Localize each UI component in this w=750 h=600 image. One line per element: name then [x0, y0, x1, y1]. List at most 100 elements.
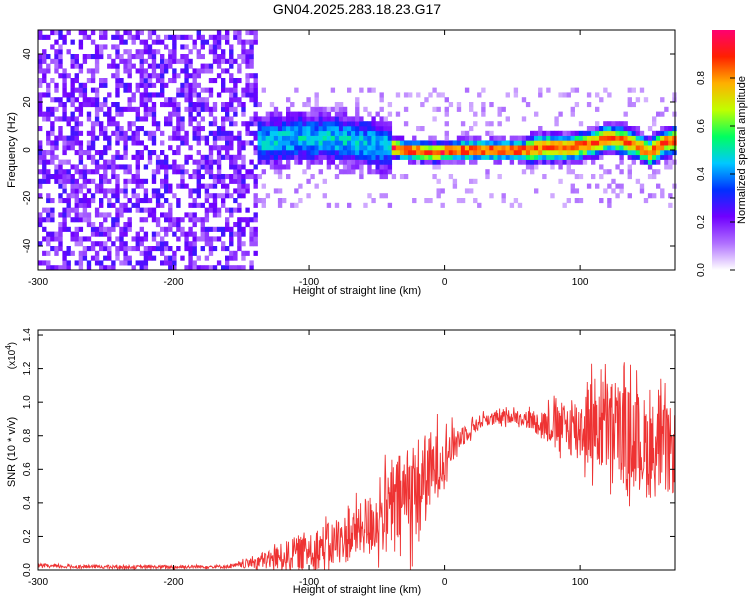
heatmap-cell: [647, 154, 653, 160]
heatmap-cell: [119, 226, 124, 232]
heatmap-cell: [233, 34, 238, 40]
heatmap-cell: [188, 87, 193, 93]
heatmap-cell: [221, 145, 226, 151]
heatmap-cell: [62, 260, 67, 266]
heatmap-cell: [50, 106, 55, 112]
heatmap-cell: [127, 87, 132, 93]
heatmap-cell: [363, 150, 368, 156]
heatmap-cell: [586, 126, 592, 132]
heatmap-cell: [200, 135, 205, 141]
heatmap-cell: [94, 159, 100, 165]
heatmap-cell: [656, 111, 661, 117]
heatmap-cell: [74, 106, 79, 112]
heatmap-cell: [530, 130, 535, 136]
heatmap-cell: [115, 92, 120, 98]
heatmap-cell: [310, 145, 315, 151]
heatmap-cell: [639, 87, 645, 93]
heatmap-cell: [668, 130, 673, 136]
heatmap-cell: [107, 178, 112, 184]
heatmap-cell: [330, 135, 336, 141]
heatmap-cell: [286, 106, 291, 112]
heatmap-cell: [139, 236, 144, 242]
heatmap-cell: [591, 145, 596, 151]
heatmap-cell: [550, 154, 555, 160]
heatmap-cell: [334, 111, 340, 117]
heatmap-cell: [111, 174, 116, 180]
heatmap-cell: [58, 49, 63, 55]
heatmap-cell: [261, 202, 266, 208]
heatmap-cell: [261, 150, 266, 156]
heatmap-cell: [54, 63, 59, 69]
heatmap-cell: [221, 193, 226, 199]
heatmap-cell: [123, 135, 128, 141]
heatmap-cell: [282, 116, 287, 122]
heatmap-cell: [135, 164, 140, 170]
heatmap-cell: [623, 140, 628, 146]
heatmap-cell: [241, 58, 246, 64]
heatmap-cell: [493, 154, 498, 160]
heatmap-cell: [440, 145, 445, 151]
heatmap-cell: [74, 212, 79, 218]
heatmap-cell: [310, 116, 315, 122]
heatmap-cell: [208, 236, 214, 242]
heatmap-cell: [322, 116, 327, 122]
heatmap-cell: [135, 154, 140, 160]
heatmap-cell: [139, 73, 144, 79]
heatmap-cell: [176, 92, 181, 98]
heatmap-cell: [82, 193, 88, 199]
heatmap-cell: [115, 102, 120, 108]
heatmap-cell: [619, 150, 624, 156]
heatmap-cell: [46, 34, 51, 40]
heatmap-cell: [86, 178, 92, 184]
heatmap-cell: [420, 102, 425, 108]
heatmap-cell: [631, 126, 636, 132]
heatmap-cell: [359, 150, 364, 156]
heatmap-cell: [261, 135, 266, 141]
heatmap-cell: [338, 130, 344, 136]
heatmap-cell: [188, 106, 193, 112]
heatmap-cell: [164, 97, 169, 103]
heatmap-cell: [160, 250, 165, 256]
heatmap-cell: [408, 150, 413, 156]
heatmap-cell: [582, 159, 588, 165]
heatmap-cell: [50, 97, 55, 103]
y-tick-label: 1.4: [22, 328, 33, 342]
heatmap-cell: [107, 116, 112, 122]
heatmap-cell: [562, 150, 567, 156]
heatmap-cell: [200, 102, 205, 108]
heatmap-cell: [184, 106, 189, 112]
heatmap-cell: [530, 135, 535, 141]
heatmap-cell: [70, 111, 75, 117]
heatmap-cell: [668, 164, 673, 170]
heatmap-cell: [70, 250, 75, 256]
heatmap-cell: [257, 130, 262, 136]
heatmap-cell: [330, 145, 336, 151]
heatmap-cell: [428, 140, 433, 146]
heatmap-cell: [103, 178, 108, 184]
heatmap-cell: [172, 265, 177, 271]
heatmap-cell: [196, 183, 201, 189]
heatmap-cell: [204, 140, 210, 146]
heatmap-cell: [631, 145, 636, 151]
heatmap-cell: [420, 126, 425, 132]
heatmap-cell: [229, 207, 234, 213]
heatmap-cell: [94, 63, 100, 69]
heatmap-cell: [82, 217, 88, 223]
heatmap-cell: [46, 116, 51, 122]
heatmap-cell: [54, 154, 59, 160]
heatmap-cell: [464, 140, 470, 146]
heatmap-cell: [62, 226, 67, 232]
heatmap-cell: [298, 140, 303, 146]
heatmap-cell: [192, 102, 197, 108]
heatmap-cell: [94, 241, 100, 247]
heatmap-cell: [221, 49, 226, 55]
heatmap-cell: [562, 154, 567, 160]
heatmap-cell: [656, 154, 661, 160]
heatmap-cell: [107, 250, 112, 256]
heatmap-cell: [546, 130, 551, 136]
heatmap-cell: [188, 97, 193, 103]
heatmap-cell: [115, 188, 120, 194]
heatmap-cell: [318, 135, 323, 141]
heatmap-cell: [180, 174, 185, 180]
